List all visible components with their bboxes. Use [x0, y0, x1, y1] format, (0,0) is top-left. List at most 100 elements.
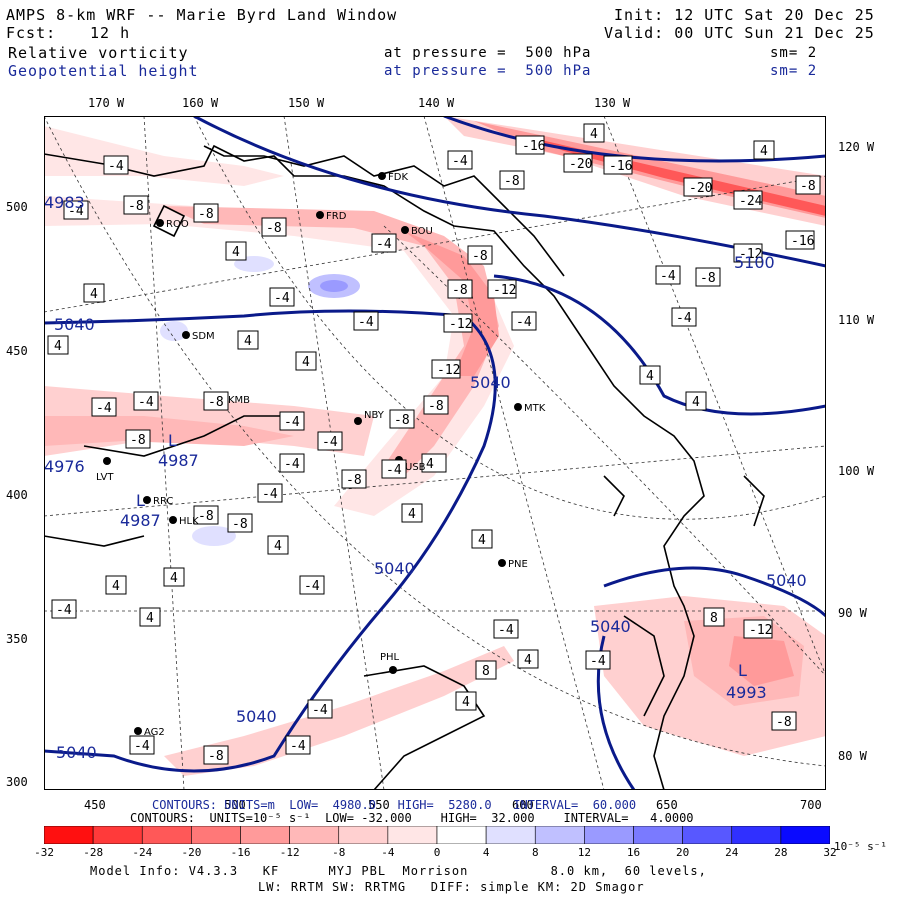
init-time: Init: 12 UTC Sat 20 Dec 25 — [614, 6, 875, 24]
svg-text:4: 4 — [54, 339, 62, 354]
colorbar-level: 20 — [676, 846, 690, 859]
station-name: PHL — [380, 652, 400, 663]
station-name: HLK — [179, 516, 199, 527]
svg-text:-8: -8 — [472, 249, 488, 264]
svg-text:-12: -12 — [437, 363, 460, 378]
grid-y-500: 500 — [6, 200, 28, 214]
colorbar-cell — [191, 826, 241, 844]
svg-text:-4: -4 — [676, 311, 692, 326]
colorbar — [44, 826, 830, 844]
svg-text:-8: -8 — [128, 199, 144, 214]
svg-text:-4: -4 — [358, 315, 374, 330]
svg-text:-4: -4 — [96, 401, 112, 416]
station-name: AG2 — [144, 727, 165, 738]
colorbar-level: 24 — [725, 846, 739, 859]
colorbar-level: -24 — [132, 846, 153, 859]
colorbar-cell — [682, 826, 733, 844]
lon-label-90w: 90 W — [838, 606, 867, 620]
height-label: 5040 — [54, 315, 95, 334]
colorbar-cell — [141, 826, 192, 844]
height-label: 4976 — [44, 457, 85, 476]
svg-text:4: 4 — [760, 144, 768, 159]
svg-text:8: 8 — [482, 664, 490, 679]
colorbar-cell — [436, 826, 487, 844]
station-name: KMB — [228, 395, 250, 406]
svg-text:-4: -4 — [516, 315, 532, 330]
svg-text:-4: -4 — [56, 603, 72, 618]
svg-text:4: 4 — [112, 579, 120, 594]
svg-text:-8: -8 — [198, 509, 214, 524]
svg-text:4: 4 — [426, 457, 434, 472]
station-name: ROO — [166, 219, 189, 230]
svg-text:4: 4 — [302, 355, 310, 370]
svg-text:-8: -8 — [800, 179, 816, 194]
colorbar-cell — [584, 826, 634, 844]
low-marker: L — [136, 491, 145, 510]
field1-smoothing: sm= 2 — [770, 45, 818, 61]
colorbar-cell — [534, 826, 585, 844]
lon-label-170w: 170 W — [88, 96, 125, 110]
svg-text:-24: -24 — [739, 194, 763, 209]
svg-text:-4: -4 — [386, 463, 402, 478]
svg-text:-8: -8 — [700, 271, 716, 286]
svg-text:-8: -8 — [130, 433, 146, 448]
lon-label-80w: 80 W — [838, 749, 867, 763]
svg-text:-4: -4 — [376, 237, 392, 252]
height-label: 4993 — [726, 683, 767, 702]
svg-text:4: 4 — [692, 395, 700, 410]
svg-text:4: 4 — [170, 571, 178, 586]
svg-text:-12: -12 — [493, 283, 516, 298]
svg-text:-16: -16 — [791, 234, 814, 249]
grid-y-300: 300 — [6, 775, 28, 789]
svg-text:4: 4 — [462, 695, 470, 710]
colorbar-units: 10⁻⁵ s⁻¹ — [834, 840, 887, 853]
svg-text:4: 4 — [244, 334, 252, 349]
colorbar-level: 28 — [774, 846, 788, 859]
height-contours — [44, 116, 826, 790]
svg-text:-4: -4 — [274, 291, 290, 306]
station-name: RRC — [153, 496, 173, 507]
svg-text:8: 8 — [710, 611, 718, 626]
svg-text:-4: -4 — [138, 395, 154, 410]
station-name: PNE — [508, 559, 528, 570]
colorbar-cell — [633, 826, 683, 844]
svg-text:-8: -8 — [452, 283, 468, 298]
grid-x-550: 550 — [368, 798, 390, 812]
low-marker: L — [168, 431, 177, 450]
map-title: AMPS 8-km WRF -- Marie Byrd Land Window — [6, 6, 398, 24]
station-name: NBY — [364, 410, 385, 421]
grid-y-450: 450 — [6, 344, 28, 358]
svg-text:-8: -8 — [504, 174, 520, 189]
colorbar-level: 32 — [823, 846, 837, 859]
grid-x-650: 650 — [656, 798, 678, 812]
lon-label-100w: 100 W — [838, 464, 875, 478]
svg-text:-20: -20 — [689, 181, 712, 196]
svg-text:-4: -4 — [452, 154, 468, 169]
height-label: 5100 — [734, 253, 775, 272]
grid-x-700: 700 — [800, 798, 822, 812]
svg-text:-8: -8 — [208, 749, 224, 764]
colorbar-level: -12 — [279, 846, 300, 859]
height-label: 5040 — [56, 743, 97, 762]
svg-text:-4: -4 — [304, 579, 320, 594]
grid-x-500: 500 — [224, 798, 246, 812]
station-name: USB — [405, 462, 426, 473]
svg-text:-8: -8 — [428, 399, 444, 414]
colorbar-level: -4 — [381, 846, 395, 859]
svg-text:4: 4 — [274, 539, 282, 554]
svg-text:4: 4 — [478, 533, 486, 548]
height-label: 4983 — [44, 193, 85, 212]
svg-text:-16: -16 — [609, 159, 632, 174]
svg-text:-12: -12 — [749, 623, 772, 638]
station-name: BOU — [411, 226, 433, 237]
colorbar-cell — [485, 826, 536, 844]
height-contour-info: CONTOURS: UNITS=m LOW= 4980.0 HIGH= 5280… — [152, 798, 637, 812]
station-name: MTK — [524, 403, 546, 414]
station-name: FRD — [326, 211, 347, 222]
height-label: 5040 — [470, 373, 511, 392]
station-labels: FDK FRD ROO BOU SDM KMB NBY MTK LVT USB … — [96, 172, 546, 738]
svg-text:4: 4 — [590, 127, 598, 142]
station-name: FDK — [388, 172, 408, 183]
model-info: Model Info: V4.3.3 KF MYJ PBL Morrison 8… — [90, 864, 707, 878]
lon-label-150w: 150 W — [288, 96, 325, 110]
